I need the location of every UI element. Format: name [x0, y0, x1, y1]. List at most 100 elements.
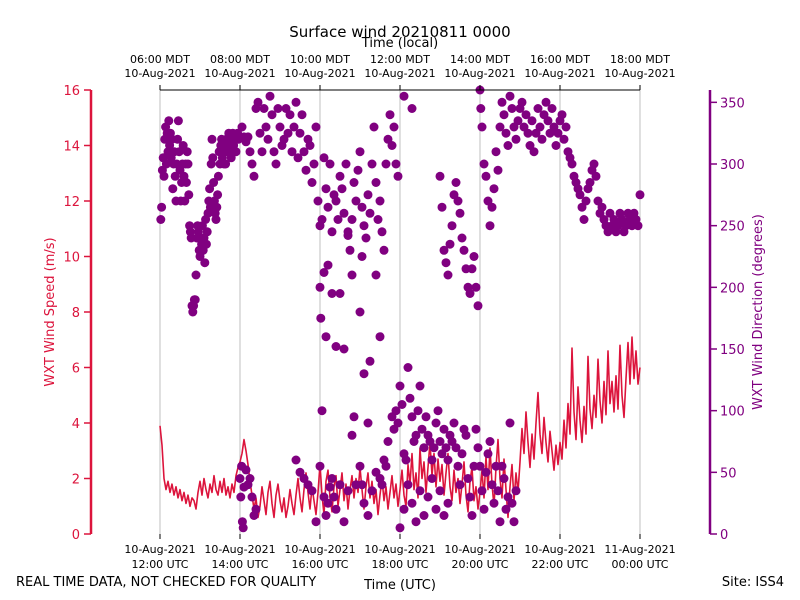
- wind-direction-point: [157, 202, 167, 212]
- wind-direction-point: [421, 412, 431, 422]
- wind-direction-point: [387, 141, 397, 150]
- wind-direction-point: [371, 270, 381, 280]
- wind-direction-point: [511, 486, 521, 496]
- wind-direction-point: [443, 270, 453, 280]
- wind-direction-point: [419, 511, 429, 520]
- wind-direction-point: [477, 122, 487, 132]
- wind-direction-point: [349, 412, 359, 422]
- wind-direction-point: [289, 122, 299, 132]
- wind-direction-point: [275, 122, 285, 132]
- wind-direction-point: [351, 196, 361, 206]
- wind-direction-point: [507, 498, 517, 508]
- wind-direction-point: [439, 245, 449, 255]
- wind-direction-point: [391, 159, 401, 169]
- wind-direction-point: [499, 474, 509, 483]
- wind-direction-point: [529, 147, 539, 157]
- wind-direction-point: [471, 282, 481, 292]
- bottom-tick-date: 10-Aug-2021: [284, 543, 355, 556]
- wind-direction-point: [173, 116, 183, 126]
- wind-direction-point: [323, 260, 333, 270]
- wind-direction-point: [156, 215, 166, 224]
- wind-direction-point: [381, 159, 391, 169]
- wind-direction-point: [221, 159, 231, 169]
- wind-direction-point: [441, 443, 451, 453]
- left-tick-label: 8: [72, 306, 80, 321]
- wind-direction-point: [355, 147, 365, 157]
- wind-direction-point: [173, 134, 183, 144]
- wind-direction-point: [331, 504, 341, 514]
- top-tick-date: 10-Aug-2021: [204, 67, 275, 80]
- wind-direction-point: [405, 393, 415, 403]
- wind-direction-point: [443, 455, 453, 465]
- wind-direction-point: [357, 480, 367, 490]
- wind-direction-point: [511, 134, 521, 144]
- wind-direction-point: [327, 289, 337, 298]
- wind-direction-point: [375, 196, 385, 206]
- wind-direction-point: [327, 474, 337, 483]
- wind-direction-point: [339, 344, 349, 354]
- bottom-tick-time: 12:00 UTC: [131, 558, 188, 571]
- wind-direction-point: [313, 196, 323, 206]
- wind-direction-point: [271, 159, 281, 169]
- wind-direction-point: [367, 159, 377, 169]
- wind-direction-point: [317, 406, 327, 416]
- wind-direction-point: [357, 202, 367, 212]
- left-tick-label: 4: [72, 417, 80, 432]
- wind-direction-point: [497, 97, 507, 107]
- top-axis-label: Time (local): [361, 36, 438, 51]
- wind-direction-point: [235, 474, 245, 483]
- top-tick-time: 06:00 MDT: [130, 53, 190, 66]
- wind-direction-point: [339, 517, 349, 527]
- wind-direction-point: [483, 449, 493, 459]
- wind-direction-point: [236, 492, 246, 502]
- wind-direction-point: [451, 443, 461, 453]
- wind-direction-point: [331, 196, 341, 206]
- wind-direction-point: [255, 128, 265, 138]
- x-axis-label: Time (UTC): [363, 578, 436, 593]
- wind-direction-point: [181, 178, 191, 187]
- wind-direction-point: [477, 486, 487, 496]
- top-tick-date: 10-Aug-2021: [284, 67, 355, 80]
- wind-direction-point: [407, 412, 417, 422]
- wind-direction-point: [495, 122, 505, 132]
- wind-direction-point: [417, 424, 427, 434]
- wind-direction-point: [431, 418, 441, 428]
- wind-direction-point: [170, 171, 180, 181]
- wind-direction-point: [507, 104, 517, 113]
- wind-direction-point: [213, 171, 223, 181]
- wind-direction-point: [245, 147, 255, 157]
- top-tick-time: 10:00 MDT: [290, 53, 350, 66]
- wind-direction-point: [347, 430, 357, 440]
- wind-direction-point: [463, 474, 473, 483]
- wind-direction-point: [307, 178, 317, 187]
- wind-direction-point: [473, 443, 483, 453]
- wind-direction-point: [315, 461, 325, 471]
- wind-direction-point: [316, 313, 326, 323]
- wind-direction-point: [241, 465, 251, 475]
- wind-direction-point: [261, 122, 271, 132]
- wind-direction-point: [212, 202, 222, 212]
- bottom-tick-date: 10-Aug-2021: [124, 543, 195, 556]
- quality-note: REAL TIME DATA, NOT CHECKED FOR QUALITY: [16, 575, 317, 590]
- wind-direction-point: [285, 110, 295, 120]
- wind-direction-point: [305, 141, 315, 150]
- top-tick-time: 14:00 MDT: [450, 53, 510, 66]
- wind-direction-point: [379, 245, 389, 255]
- left-tick-label: 14: [63, 140, 80, 155]
- wind-direction-point: [479, 504, 489, 514]
- wind-direction-point: [415, 486, 425, 496]
- wind-direction-point: [257, 147, 267, 157]
- wind-direction-point: [365, 208, 375, 218]
- wind-direction-point: [465, 289, 475, 298]
- right-tick-label: 100: [720, 405, 745, 420]
- wind-direction-point: [231, 147, 241, 157]
- wind-direction-point: [487, 202, 497, 212]
- wind-direction-point: [311, 122, 321, 132]
- axes: 0 2 4 6 8 10 12 14 16 0 50 100 150 200 250 300 350 10-Aug…: [63, 53, 744, 571]
- top-tick-date: 10-Aug-2021: [124, 67, 195, 80]
- wind-direction-point: [427, 474, 437, 483]
- wind-direction-point: [357, 252, 367, 261]
- wind-direction-point: [471, 424, 481, 434]
- right-tick-label: 300: [720, 158, 745, 173]
- wind-direction-point: [363, 418, 373, 428]
